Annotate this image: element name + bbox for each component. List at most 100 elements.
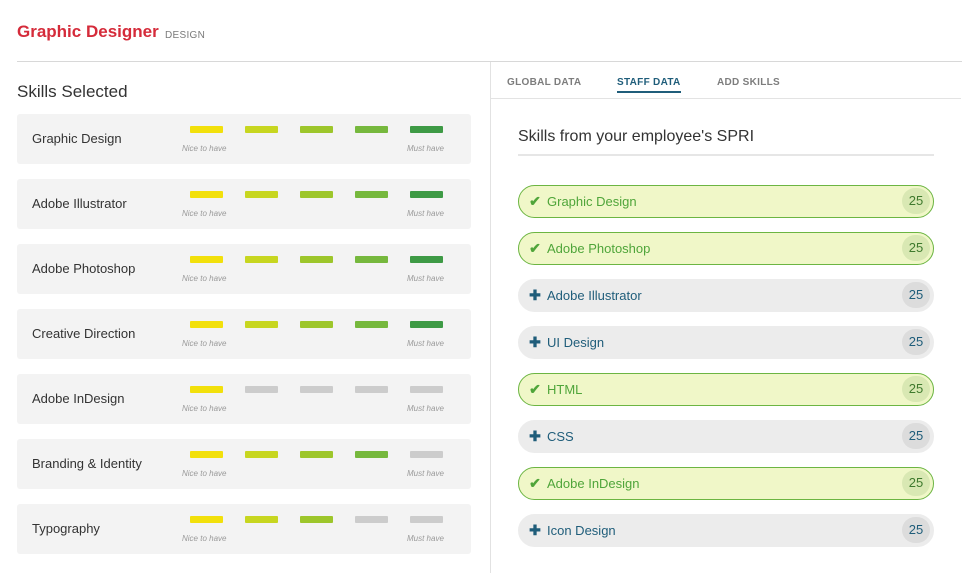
skills-selected-panel: Skills Selected Graphic Design Nice to ha…	[0, 62, 490, 573]
skill-row[interactable]: Adobe Illustrator Nice to have Must have	[17, 179, 471, 229]
importance-level-4[interactable]	[355, 451, 388, 458]
spri-skill-name: Adobe Photoshop	[547, 241, 651, 256]
skill-row[interactable]: Creative Direction Nice to have Must have	[17, 309, 471, 359]
importance-level-3[interactable]	[300, 256, 333, 263]
spri-skill-pill[interactable]: ✚ CSS 25	[518, 420, 934, 453]
skill-name: Graphic Design	[32, 131, 122, 146]
spri-skill-pill[interactable]: ✚ Icon Design 25	[518, 514, 934, 547]
skill-row[interactable]: Adobe Photoshop Nice to have Must have	[17, 244, 471, 294]
importance-level-4[interactable]	[355, 256, 388, 263]
employee-count-badge: 25	[902, 376, 930, 402]
scale-min-label: Nice to have	[182, 209, 227, 218]
spri-divider	[518, 154, 934, 156]
skill-row[interactable]: Adobe InDesign Nice to have Must have	[17, 374, 471, 424]
importance-level-5[interactable]	[410, 256, 443, 263]
importance-level-1[interactable]	[190, 516, 223, 523]
importance-level-4[interactable]	[355, 321, 388, 328]
check-icon[interactable]: ✔	[529, 475, 541, 491]
importance-level-2[interactable]	[245, 256, 278, 263]
spri-skill-pill[interactable]: ✚ Adobe Illustrator 25	[518, 279, 934, 312]
importance-level-5[interactable]	[410, 516, 443, 523]
spri-skill-list: ✔ Graphic Design 25 ✔ Adobe Photoshop 25 ✚ Adob…	[518, 185, 934, 561]
plus-icon[interactable]: ✚	[529, 287, 541, 303]
skill-row[interactable]: Typography Nice to have Must have	[17, 504, 471, 554]
spri-skill-pill[interactable]: ✔ HTML 25	[518, 373, 934, 406]
importance-level-2[interactable]	[245, 386, 278, 393]
scale-max-label: Must have	[407, 339, 444, 348]
importance-level-2[interactable]	[245, 126, 278, 133]
plus-icon[interactable]: ✚	[529, 522, 541, 538]
spri-skill-name: Icon Design	[547, 523, 616, 538]
importance-level-1[interactable]	[190, 386, 223, 393]
importance-level-2[interactable]	[245, 516, 278, 523]
spri-skill-pill[interactable]: ✔ Adobe InDesign 25	[518, 467, 934, 500]
spri-skill-name: Graphic Design	[547, 194, 637, 209]
importance-level-2[interactable]	[245, 321, 278, 328]
scale-min-label: Nice to have	[182, 339, 227, 348]
importance-level-1[interactable]	[190, 191, 223, 198]
importance-level-2[interactable]	[245, 191, 278, 198]
panel-divider	[490, 62, 491, 573]
skill-name: Adobe InDesign	[32, 391, 125, 406]
spri-skill-name: HTML	[547, 382, 583, 397]
importance-level-3[interactable]	[300, 191, 333, 198]
importance-level-4[interactable]	[355, 516, 388, 523]
spri-title: Skills from your employee's SPRI	[518, 128, 755, 145]
spri-skill-pill[interactable]: ✔ Adobe Photoshop 25	[518, 232, 934, 265]
skill-name: Typography	[32, 521, 100, 536]
employee-count-badge: 25	[902, 188, 930, 214]
importance-level-4[interactable]	[355, 191, 388, 198]
spri-skill-name: CSS	[547, 429, 574, 444]
page-header: Graphic Designer DESIGN	[0, 0, 975, 62]
header-divider	[17, 61, 962, 62]
check-icon[interactable]: ✔	[529, 381, 541, 397]
importance-level-1[interactable]	[190, 451, 223, 458]
importance-level-5[interactable]	[410, 191, 443, 198]
scale-max-label: Must have	[407, 469, 444, 478]
tab-add-skills[interactable]: ADD SKILLS	[717, 77, 780, 88]
skills-selected-title: Skills Selected	[17, 82, 128, 101]
skill-name: Adobe Illustrator	[32, 196, 127, 211]
importance-level-4[interactable]	[355, 386, 388, 393]
spri-skill-name: UI Design	[547, 335, 605, 350]
check-icon[interactable]: ✔	[529, 240, 541, 256]
importance-scale	[190, 126, 452, 136]
department-label: DESIGN	[165, 30, 206, 41]
tab-global-data[interactable]: GLOBAL DATA	[507, 77, 582, 88]
importance-level-1[interactable]	[190, 256, 223, 263]
importance-level-1[interactable]	[190, 126, 223, 133]
importance-level-5[interactable]	[410, 126, 443, 133]
importance-level-2[interactable]	[245, 451, 278, 458]
skills-source-panel: GLOBAL DATA STAFF DATA ADD SKILLS Skills…	[491, 62, 975, 573]
employee-count-badge: 25	[902, 470, 930, 496]
plus-icon[interactable]: ✚	[529, 428, 541, 444]
skill-row[interactable]: Graphic Design Nice to have Must have	[17, 114, 471, 164]
importance-level-5[interactable]	[410, 451, 443, 458]
importance-level-3[interactable]	[300, 126, 333, 133]
importance-level-3[interactable]	[300, 516, 333, 523]
scale-max-label: Must have	[407, 404, 444, 413]
importance-level-5[interactable]	[410, 386, 443, 393]
employee-count-badge: 25	[902, 517, 930, 543]
importance-scale	[190, 516, 452, 526]
tab-staff-data[interactable]: STAFF DATA	[617, 77, 681, 93]
importance-level-3[interactable]	[300, 321, 333, 328]
skill-row[interactable]: Branding & Identity Nice to have Must have	[17, 439, 471, 489]
scale-min-label: Nice to have	[182, 534, 227, 543]
importance-level-3[interactable]	[300, 386, 333, 393]
employee-count-badge: 25	[902, 329, 930, 355]
importance-level-5[interactable]	[410, 321, 443, 328]
importance-level-3[interactable]	[300, 451, 333, 458]
job-title: Graphic Designer	[17, 22, 159, 41]
skill-name: Branding & Identity	[32, 456, 142, 471]
importance-level-1[interactable]	[190, 321, 223, 328]
spri-skill-pill[interactable]: ✚ UI Design 25	[518, 326, 934, 359]
spri-skill-pill[interactable]: ✔ Graphic Design 25	[518, 185, 934, 218]
scale-max-label: Must have	[407, 274, 444, 283]
scale-min-label: Nice to have	[182, 469, 227, 478]
skill-name: Creative Direction	[32, 326, 136, 341]
importance-level-4[interactable]	[355, 126, 388, 133]
plus-icon[interactable]: ✚	[529, 334, 541, 350]
importance-scale	[190, 321, 452, 331]
check-icon[interactable]: ✔	[529, 193, 541, 209]
